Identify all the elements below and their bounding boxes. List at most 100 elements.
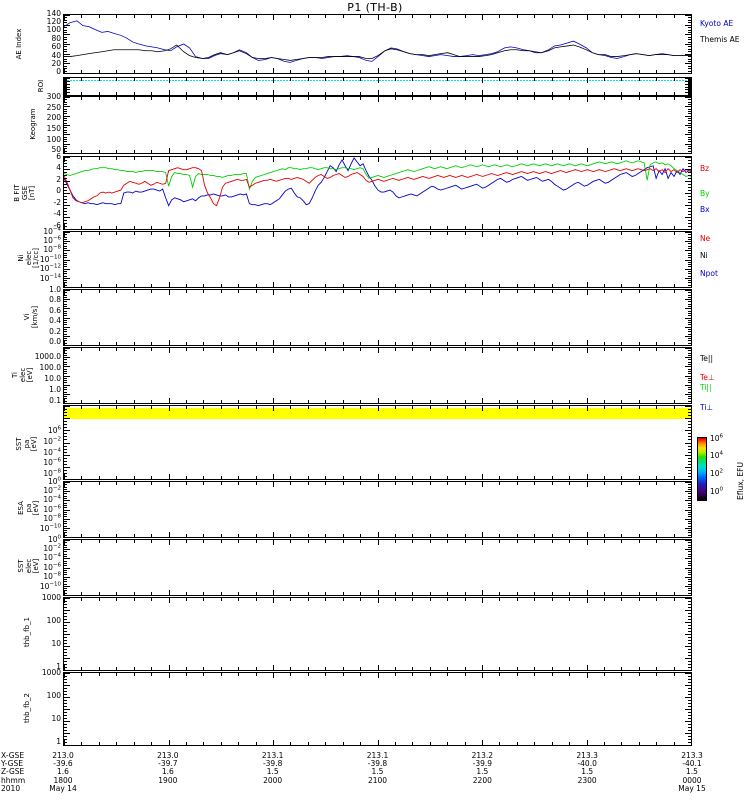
y-tick: [688, 742, 691, 743]
x-tick: [673, 15, 675, 18]
x-tick: [499, 598, 501, 601]
x-tick: [534, 476, 536, 479]
x-tick: [499, 673, 501, 676]
x-tick: [342, 92, 344, 95]
x-tick: [673, 540, 675, 543]
y-tick: [685, 518, 691, 520]
x-tick: [569, 226, 571, 229]
x-tick: [656, 742, 658, 745]
x-tick: [273, 532, 274, 537]
y-tick: [64, 534, 67, 536]
y-tick: [64, 495, 67, 497]
x-tick: [673, 476, 675, 479]
sst-upper-y-label: SST pa [eV]: [15, 436, 38, 452]
x-tick: [168, 398, 170, 403]
y-tick: [688, 389, 691, 391]
y-tick: [64, 106, 70, 108]
x-tick: [168, 348, 170, 353]
y-tick: [685, 106, 691, 108]
y-tick: [64, 134, 70, 136]
x-tick: [551, 406, 553, 409]
x-tick: [151, 400, 153, 403]
y-tick: [64, 17, 67, 19]
x-tick: [447, 15, 449, 18]
legend-ni: Ni: [700, 251, 708, 260]
x-tick: [133, 534, 135, 537]
x-tick: [98, 476, 100, 479]
x-tick: [360, 592, 362, 595]
x-tick: [151, 290, 153, 293]
y-tick: [64, 245, 67, 247]
y-tick: [64, 80, 70, 82]
x-tick: [255, 400, 257, 403]
x-tick: [464, 70, 466, 73]
x-tick: [238, 226, 240, 229]
y-tick: [64, 19, 67, 21]
x-tick: [516, 284, 518, 287]
y-tick: [64, 250, 70, 252]
x-tick: [499, 476, 501, 479]
y-tick: [64, 574, 67, 576]
x-tick: [412, 226, 414, 229]
x-tick: [168, 290, 170, 295]
x-tick: [168, 482, 170, 487]
x-tick: [673, 342, 675, 345]
y-tick: [688, 187, 691, 188]
x-tick: [360, 673, 362, 676]
x-tick: [360, 667, 362, 670]
y-tick: [688, 730, 691, 731]
panel-roi: [63, 77, 692, 96]
x-tick: [81, 150, 83, 153]
x-tick: [168, 673, 170, 678]
y-tick: [688, 460, 691, 462]
x-tick: [325, 400, 327, 403]
y-tick: [64, 319, 67, 321]
y-tick: [64, 491, 70, 493]
y-tick: [688, 284, 691, 286]
y-tick: [64, 163, 67, 164]
y-tick: [688, 172, 691, 173]
x-tick: [220, 97, 222, 100]
x-tick: [569, 540, 571, 543]
x-tick: [98, 667, 100, 670]
y-tick: [64, 41, 67, 43]
x-tick: [447, 406, 449, 409]
x-tick: [203, 540, 205, 543]
bottom-axis-column: 213.2 -39.9 1.5 2200: [452, 751, 512, 793]
x-tick: [185, 742, 187, 745]
y-tick: [64, 742, 67, 743]
x-tick: [621, 673, 623, 676]
x-tick: [238, 92, 240, 95]
x-tick: [116, 70, 118, 73]
y-tick: [64, 157, 70, 158]
y-tick: [64, 685, 70, 686]
x-tick: [168, 224, 170, 229]
x-gse-value: 213.1: [261, 751, 284, 760]
x-tick: [98, 534, 100, 537]
x-tick: [464, 598, 466, 601]
y-tick: [64, 610, 70, 611]
x-tick: [394, 476, 396, 479]
y-tick: [64, 357, 70, 359]
panel-thb-fb-2: [63, 672, 692, 746]
x-tick: [377, 157, 379, 162]
x-tick: [185, 534, 187, 537]
y-tick: [64, 354, 67, 356]
y-tick: [64, 139, 67, 140]
x-tick: [133, 70, 135, 73]
y-tick: [688, 578, 691, 580]
z-gse-value: 1.6: [57, 767, 69, 777]
x-tick: [307, 97, 309, 100]
x-tick: [168, 97, 170, 102]
x-tick: [447, 592, 449, 595]
x-tick: [203, 592, 205, 595]
y-tick: [64, 706, 67, 707]
x-tick: [377, 15, 379, 20]
y-tick: [688, 560, 691, 562]
x-tick: [656, 673, 658, 676]
x-tick: [534, 667, 536, 670]
x-tick: [98, 482, 100, 485]
x-tick: [551, 342, 553, 345]
y-tick: [688, 315, 691, 317]
x-tick: [133, 742, 135, 745]
